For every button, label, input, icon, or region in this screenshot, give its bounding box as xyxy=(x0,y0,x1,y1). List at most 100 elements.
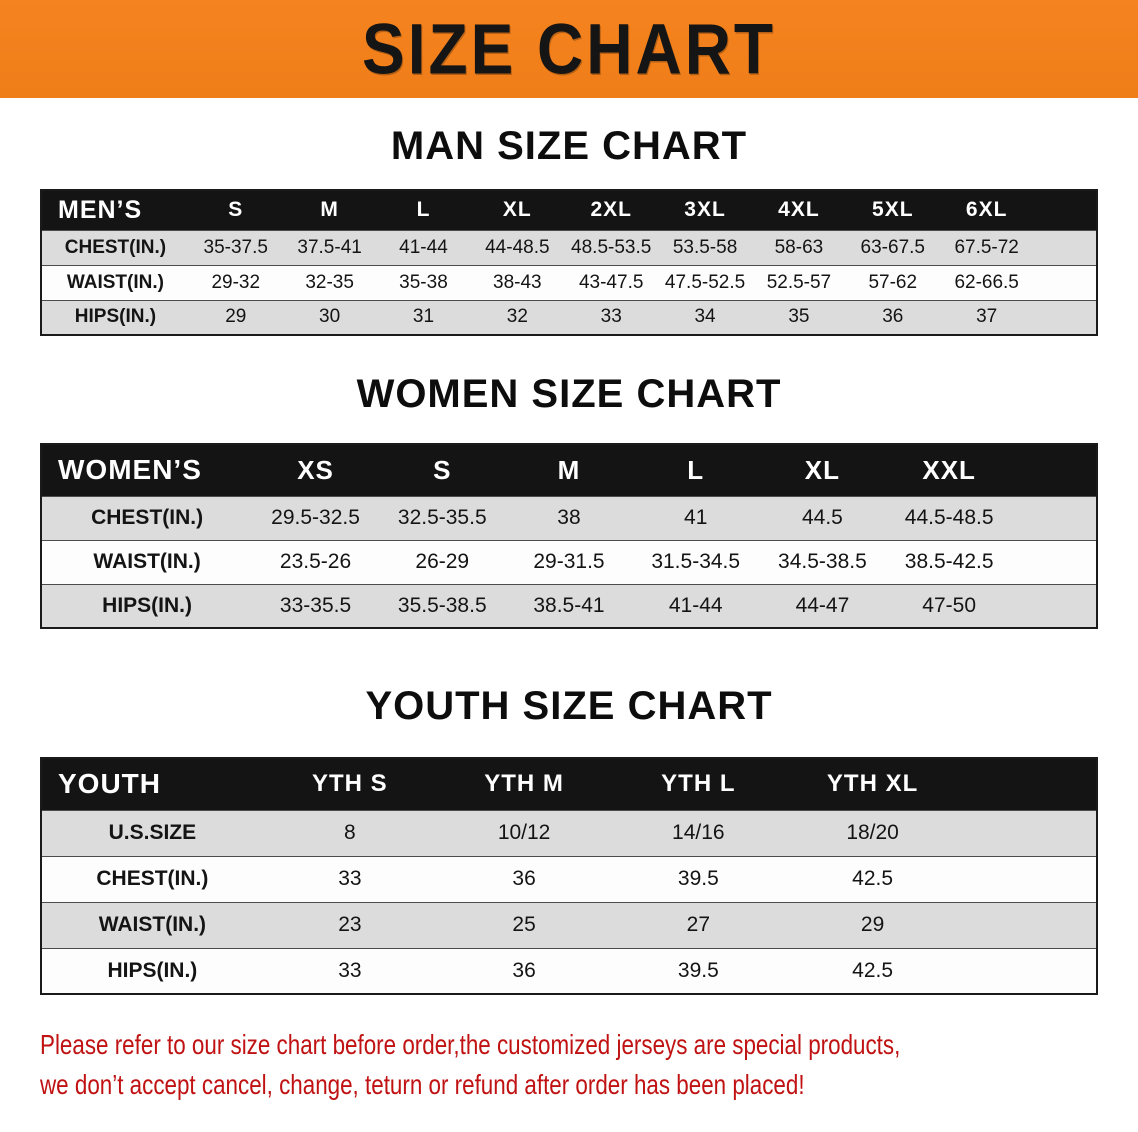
value-cell: 58-63 xyxy=(751,229,846,265)
value-cell: 30 xyxy=(282,299,377,335)
spacer-cell xyxy=(1033,190,1097,230)
value-cell: 41 xyxy=(632,495,760,540)
men-section-heading: MAN SIZE CHART xyxy=(390,124,748,168)
value-cell: 23.5-26 xyxy=(252,539,379,584)
value-cell: 29.5-32.5 xyxy=(252,495,379,540)
column-header: S xyxy=(378,444,506,496)
value-cell: 32 xyxy=(470,299,565,335)
column-header: M xyxy=(282,190,377,230)
column-header: YTH XL xyxy=(785,758,960,810)
youth-size-table: YOUTH YTH S YTH M YTH L YTH XL U.S.SIZE 8 10/1… xyxy=(40,757,1098,995)
value-cell: 38-43 xyxy=(470,264,565,300)
column-header: L xyxy=(632,444,760,496)
row-label: WAIST(IN.) xyxy=(41,901,263,948)
value-cell: 44.5 xyxy=(759,495,886,540)
women-size-table: WOMEN’S XS S M L XL XXL CHEST(IN.) 29.5-32.5 32.… xyxy=(40,443,1098,629)
table-row: WAIST(IN.) 23 25 27 29 xyxy=(41,901,1097,948)
value-cell: 18/20 xyxy=(785,809,960,856)
value-cell: 27 xyxy=(611,901,786,948)
column-header: XXL xyxy=(885,444,1013,496)
value-cell: 53.5-58 xyxy=(658,229,752,265)
value-cell: 33-35.5 xyxy=(252,583,379,628)
table-row: WAIST(IN.) 23.5-26 26-29 29-31.5 31.5-34.5 34… xyxy=(41,539,1097,584)
value-cell: 37.5-41 xyxy=(282,229,377,265)
spacer-cell xyxy=(959,901,1097,948)
value-cell: 42.5 xyxy=(785,947,960,994)
column-header: S xyxy=(188,190,283,230)
footer-line-1: Please refer to our size chart before or… xyxy=(40,1029,901,1060)
value-cell: 62-66.5 xyxy=(939,264,1034,300)
women-section: WOMEN SIZE CHART WOMEN’S XS S M L XL XXL CHEST… xyxy=(0,372,1138,629)
value-cell: 41-44 xyxy=(376,229,471,265)
value-cell: 36 xyxy=(845,299,940,335)
value-cell: 35-37.5 xyxy=(188,229,283,265)
row-label: U.S.SIZE xyxy=(41,809,263,856)
value-cell: 44-47 xyxy=(759,583,886,628)
spacer-cell xyxy=(959,758,1097,810)
table-title: MEN’S xyxy=(41,190,189,230)
table-title: YOUTH xyxy=(41,758,263,810)
value-cell: 33 xyxy=(262,855,437,902)
column-header: 6XL xyxy=(939,190,1034,230)
value-cell: 33 xyxy=(262,947,437,994)
spacer-cell xyxy=(1033,299,1097,335)
value-cell: 25 xyxy=(436,901,612,948)
value-cell: 41-44 xyxy=(632,583,760,628)
men-header-row: MEN’S S M L XL 2XL 3XL 4XL 5XL 6XL xyxy=(41,190,1097,230)
men-section: MAN SIZE CHART MEN’S S M L XL 2XL 3XL 4XL 5XL 6XL… xyxy=(0,124,1138,336)
youth-section-heading: YOUTH SIZE CHART xyxy=(365,684,773,728)
spacer-cell xyxy=(1012,444,1097,496)
value-cell: 10/12 xyxy=(436,809,612,856)
value-cell: 36 xyxy=(436,947,612,994)
value-cell: 29 xyxy=(188,299,283,335)
spacer-cell xyxy=(1033,264,1097,300)
value-cell: 26-29 xyxy=(378,539,506,584)
value-cell: 67.5-72 xyxy=(939,229,1034,265)
size-chart-banner: SIZE CHART xyxy=(0,0,1138,98)
column-header: 3XL xyxy=(658,190,752,230)
value-cell: 47-50 xyxy=(885,583,1013,628)
value-cell: 38.5-42.5 xyxy=(885,539,1013,584)
value-cell: 35 xyxy=(751,299,846,335)
value-cell: 39.5 xyxy=(611,947,786,994)
column-header: M xyxy=(505,444,633,496)
row-label: HIPS(IN.) xyxy=(41,583,253,628)
women-section-heading: WOMEN SIZE CHART xyxy=(356,372,782,416)
spacer-cell xyxy=(959,855,1097,902)
value-cell: 44-48.5 xyxy=(470,229,565,265)
table-row: HIPS(IN.) 33 36 39.5 42.5 xyxy=(41,947,1097,994)
table-row: CHEST(IN.) 35-37.5 37.5-41 41-44 44-48.5 48.5… xyxy=(41,229,1097,265)
value-cell: 14/16 xyxy=(611,809,786,856)
row-label: WAIST(IN.) xyxy=(41,539,253,584)
value-cell: 34 xyxy=(658,299,752,335)
row-label: CHEST(IN.) xyxy=(41,495,253,540)
row-label: CHEST(IN.) xyxy=(41,229,189,265)
value-cell: 37 xyxy=(939,299,1034,335)
value-cell: 63-67.5 xyxy=(845,229,940,265)
value-cell: 38 xyxy=(505,495,633,540)
table-row: HIPS(IN.) 29 30 31 32 33 34 35 36 37 xyxy=(41,299,1097,335)
value-cell: 42.5 xyxy=(785,855,960,902)
spacer-cell xyxy=(1012,539,1097,584)
table-title: WOMEN’S xyxy=(41,444,253,496)
men-size-table: MEN’S S M L XL 2XL 3XL 4XL 5XL 6XL CHEST(IN.) 35-3… xyxy=(40,189,1098,336)
value-cell: 57-62 xyxy=(845,264,940,300)
table-row: CHEST(IN.) 29.5-32.5 32.5-35.5 38 41 44.5 44.5… xyxy=(41,495,1097,540)
row-label: HIPS(IN.) xyxy=(41,947,263,994)
value-cell: 32-35 xyxy=(282,264,377,300)
value-cell: 43-47.5 xyxy=(564,264,659,300)
column-header: XL xyxy=(759,444,886,496)
value-cell: 29-32 xyxy=(188,264,283,300)
value-cell: 8 xyxy=(262,809,437,856)
row-label: WAIST(IN.) xyxy=(41,264,189,300)
value-cell: 31 xyxy=(376,299,471,335)
value-cell: 39.5 xyxy=(611,855,786,902)
column-header: 5XL xyxy=(845,190,940,230)
spacer-cell xyxy=(1012,583,1097,628)
table-row: WAIST(IN.) 29-32 32-35 35-38 38-43 43-47.5 47.… xyxy=(41,264,1097,300)
row-label: HIPS(IN.) xyxy=(41,299,189,335)
value-cell: 52.5-57 xyxy=(751,264,846,300)
value-cell: 34.5-38.5 xyxy=(759,539,886,584)
spacer-cell xyxy=(959,809,1097,856)
value-cell: 31.5-34.5 xyxy=(632,539,760,584)
